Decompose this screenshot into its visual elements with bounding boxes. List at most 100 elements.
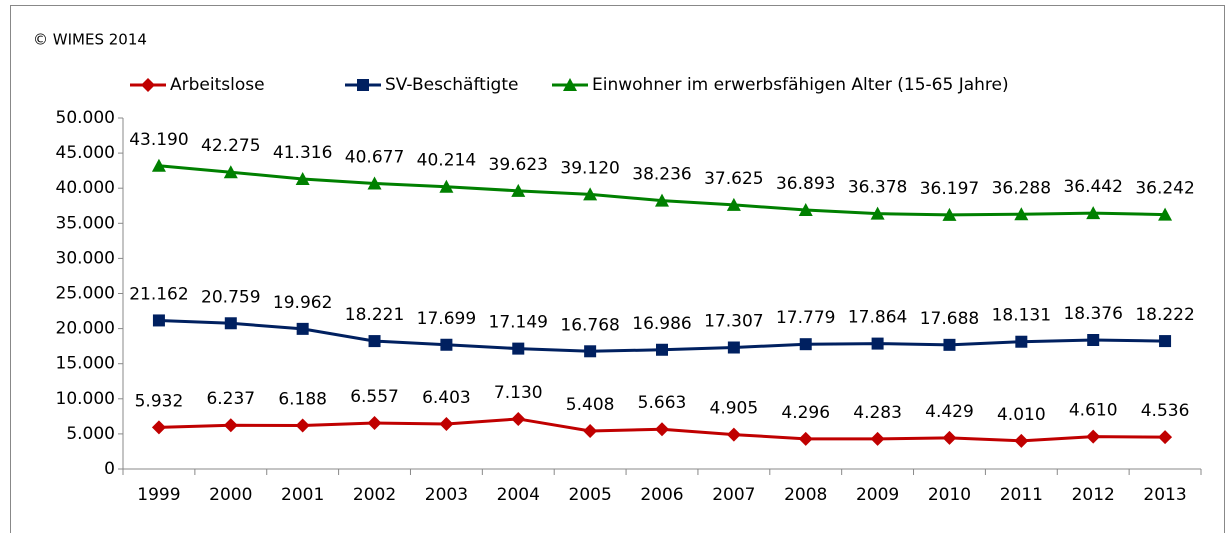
data-label: 17.307 [704,312,763,332]
data-label: 42.275 [201,136,260,156]
marker [1158,430,1173,445]
marker [1014,207,1029,221]
data-label: 36.378 [848,178,907,198]
marker [942,430,957,445]
x-tick-label: 2012 [1072,485,1115,505]
marker [798,203,813,217]
marker [584,345,597,358]
chart-frame [10,5,1225,533]
data-label: 6.557 [350,387,399,407]
data-label: 18.376 [1063,304,1122,324]
marker [583,187,598,201]
data-label: 18.131 [992,306,1051,326]
data-label: 39.623 [489,155,548,175]
y-tick-label: 30.000 [56,248,115,268]
x-tick-label: 2005 [569,485,612,505]
data-label: 5.932 [135,391,184,411]
x-tick-label: 2000 [209,485,252,505]
x-tick-label: 2006 [640,485,683,505]
x-tick-label: 2002 [353,485,396,505]
marker [439,179,454,193]
marker [1158,207,1173,221]
marker [511,183,526,197]
data-label: 20.759 [201,287,260,307]
marker [223,418,238,433]
y-tick-label: 15.000 [56,354,115,374]
data-label: 38.236 [632,165,691,185]
marker [655,422,669,437]
marker [151,420,166,435]
data-label: 4.610 [1069,401,1118,421]
marker [655,193,669,207]
data-label: 39.120 [560,158,619,178]
marker [943,338,956,351]
legend-label: SV-Beschäftigte [385,75,518,95]
y-tick-label: 40.000 [56,178,115,198]
y-tick-label: 50.000 [56,108,115,128]
marker [1086,429,1101,444]
data-label: 4.283 [853,403,902,423]
data-label: 40.214 [417,151,476,171]
data-label: 4.536 [1141,401,1190,421]
data-label: 36.197 [920,179,979,199]
marker [357,79,369,91]
marker [440,338,453,351]
data-label: 7.130 [494,383,543,403]
marker [223,165,238,179]
marker [1086,206,1101,220]
legend-label: Einwohner im erwerbsfähigen Alter (15-65… [592,75,1009,95]
data-label: 21.162 [129,284,188,304]
marker [512,342,525,355]
data-label: 17.699 [417,309,476,329]
data-label: 16.768 [560,315,619,335]
marker [870,431,885,446]
data-label: 36.242 [1135,179,1194,199]
data-label: 16.986 [632,314,691,334]
marker [1159,335,1172,348]
marker [1015,335,1028,348]
marker [583,424,598,439]
marker [296,322,309,335]
marker [367,176,382,190]
data-label: 36.288 [992,178,1051,198]
x-tick-label: 2010 [928,485,971,505]
data-label: 4.296 [781,403,830,423]
y-tick-label: 20.000 [56,319,115,339]
data-label: 6.403 [422,388,471,408]
data-label: 37.625 [704,169,763,189]
marker [152,314,165,327]
y-tick-label: 35.000 [56,213,115,233]
data-label: 6.237 [206,389,255,409]
y-tick-label: 25.000 [56,284,115,304]
marker [511,411,526,426]
marker [368,335,381,348]
data-label: 17.779 [776,308,835,328]
data-label: 4.010 [997,405,1046,425]
x-tick-label: 2008 [784,485,827,505]
marker [798,431,813,446]
annotation: © WIMES 2014 [33,31,147,49]
marker [942,207,957,221]
data-label: 5.408 [566,395,615,415]
marker [656,343,668,356]
marker [726,427,741,442]
data-label: 17.149 [489,313,548,333]
marker [871,337,884,350]
y-tick-label: 0 [104,459,115,479]
data-label: 41.316 [273,143,332,163]
marker [1087,334,1100,347]
data-label: 5.663 [638,393,687,413]
data-label: 36.893 [776,174,835,194]
data-label: 40.677 [345,147,404,167]
marker [151,158,166,172]
x-tick-label: 2009 [856,485,899,505]
legend-label: Arbeitslose [170,75,265,95]
x-tick-label: 2003 [425,485,468,505]
x-tick-label: 2001 [281,485,324,505]
x-tick-label: 2011 [1000,485,1043,505]
data-label: 17.864 [848,308,907,328]
data-label: 19.962 [273,293,332,313]
data-label: 4.429 [925,402,974,422]
data-label: 18.221 [345,305,404,325]
x-tick-label: 2007 [712,485,755,505]
